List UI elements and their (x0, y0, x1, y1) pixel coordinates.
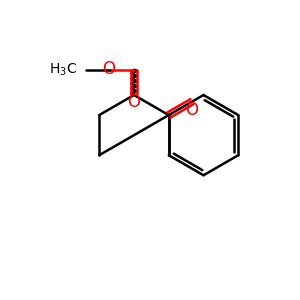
Text: O: O (128, 93, 140, 111)
Text: H$_3$C: H$_3$C (50, 61, 77, 78)
Text: O: O (102, 60, 115, 78)
Text: O: O (185, 101, 198, 119)
